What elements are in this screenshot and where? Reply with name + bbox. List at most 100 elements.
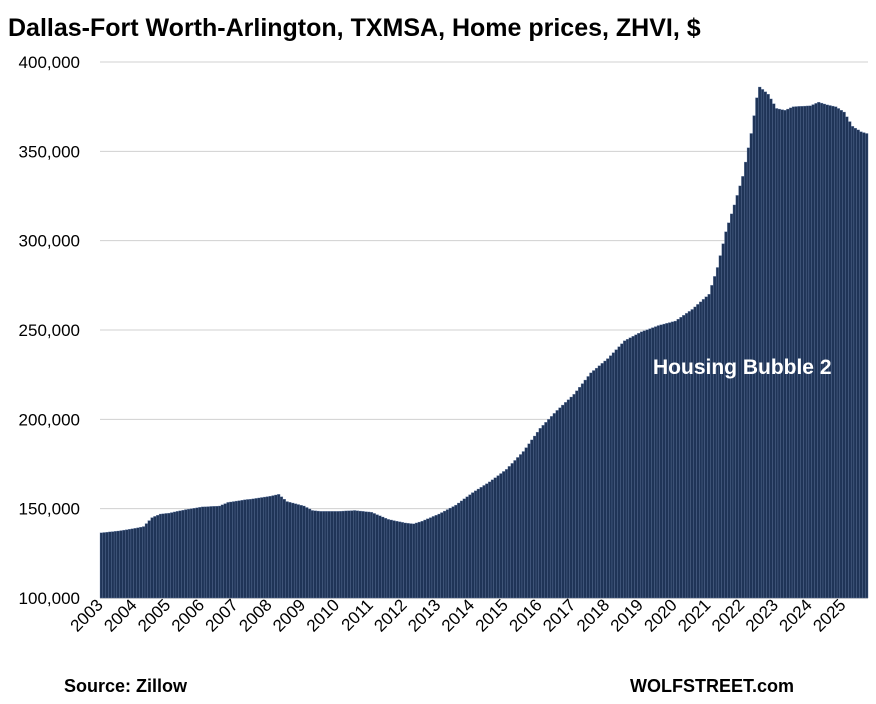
bar	[713, 276, 717, 599]
bar	[122, 529, 126, 599]
bar	[763, 91, 767, 599]
bar	[189, 508, 194, 599]
bar	[229, 501, 233, 599]
bar	[192, 508, 196, 599]
bar	[139, 526, 143, 599]
bar	[333, 511, 337, 599]
bar	[732, 204, 736, 599]
bar	[541, 425, 545, 599]
bar	[178, 510, 182, 599]
bar	[777, 108, 781, 599]
bar	[111, 531, 115, 599]
bar	[226, 502, 230, 599]
annotation-housing-bubble: Housing Bubble 2	[653, 356, 832, 379]
bar	[817, 102, 821, 599]
bar	[850, 126, 855, 599]
bar	[378, 515, 382, 599]
bar	[490, 479, 495, 599]
bar	[212, 506, 216, 599]
bar	[305, 507, 309, 599]
bar	[473, 490, 478, 599]
bar	[721, 243, 725, 599]
y-tick-label: 200,000	[19, 410, 80, 429]
bar	[803, 105, 807, 599]
x-axis-ticks: 2003200420052006200720082009201020112012…	[67, 595, 850, 635]
bar	[533, 435, 537, 599]
bar	[389, 519, 393, 599]
bar	[805, 105, 810, 599]
bar	[167, 512, 171, 599]
bar	[628, 337, 632, 599]
bar	[836, 108, 841, 599]
bar	[206, 506, 210, 599]
bar	[862, 132, 866, 599]
bar	[738, 185, 742, 599]
bar	[459, 500, 464, 599]
x-tick-label: 2006	[168, 595, 208, 635]
bar	[381, 516, 385, 599]
bar	[842, 111, 846, 599]
bar	[237, 500, 241, 599]
x-tick-label: 2007	[202, 595, 242, 635]
bar	[592, 370, 596, 599]
bar	[839, 110, 843, 599]
bar	[175, 511, 179, 599]
bar	[285, 501, 289, 599]
bar	[648, 328, 652, 599]
bar	[594, 367, 599, 599]
bar	[504, 469, 509, 599]
bar	[350, 510, 354, 599]
bar	[693, 306, 697, 599]
bar	[586, 376, 590, 599]
x-tick-label: 2024	[776, 595, 816, 635]
bar	[181, 510, 185, 599]
bar	[268, 496, 272, 599]
bar	[744, 161, 748, 599]
bar	[443, 510, 447, 599]
bar	[499, 473, 503, 599]
bar	[524, 447, 528, 599]
bar	[392, 520, 396, 599]
bar	[319, 511, 323, 599]
bar	[617, 346, 621, 599]
bar	[274, 494, 278, 599]
x-tick-label: 2014	[438, 595, 478, 635]
bar	[454, 504, 458, 599]
bar	[406, 523, 410, 599]
bar	[488, 481, 492, 599]
bar	[386, 519, 390, 599]
bar	[527, 443, 531, 599]
bar	[119, 530, 123, 599]
bar	[825, 104, 829, 599]
bar	[482, 485, 486, 599]
x-tick-label: 2010	[303, 595, 343, 635]
bar	[172, 511, 177, 599]
bar	[409, 523, 413, 599]
bar	[271, 495, 275, 599]
x-tick-label: 2004	[100, 595, 140, 635]
bar	[718, 255, 722, 599]
bar	[125, 529, 129, 599]
bar	[260, 497, 264, 599]
bar	[265, 496, 269, 599]
bar	[794, 106, 798, 599]
bar	[417, 521, 421, 599]
bar	[800, 106, 804, 599]
bar	[426, 518, 430, 599]
bar	[797, 106, 801, 599]
bar	[336, 511, 340, 599]
bar	[687, 311, 691, 599]
bar	[642, 330, 646, 599]
bar	[299, 505, 303, 599]
bar	[465, 496, 469, 599]
bar	[631, 336, 635, 599]
bar	[170, 512, 174, 599]
bar	[519, 454, 523, 599]
bar	[493, 477, 497, 599]
bar	[639, 331, 644, 599]
bar	[364, 511, 368, 599]
bar	[600, 363, 604, 599]
bar	[547, 419, 551, 599]
bar	[780, 109, 784, 599]
